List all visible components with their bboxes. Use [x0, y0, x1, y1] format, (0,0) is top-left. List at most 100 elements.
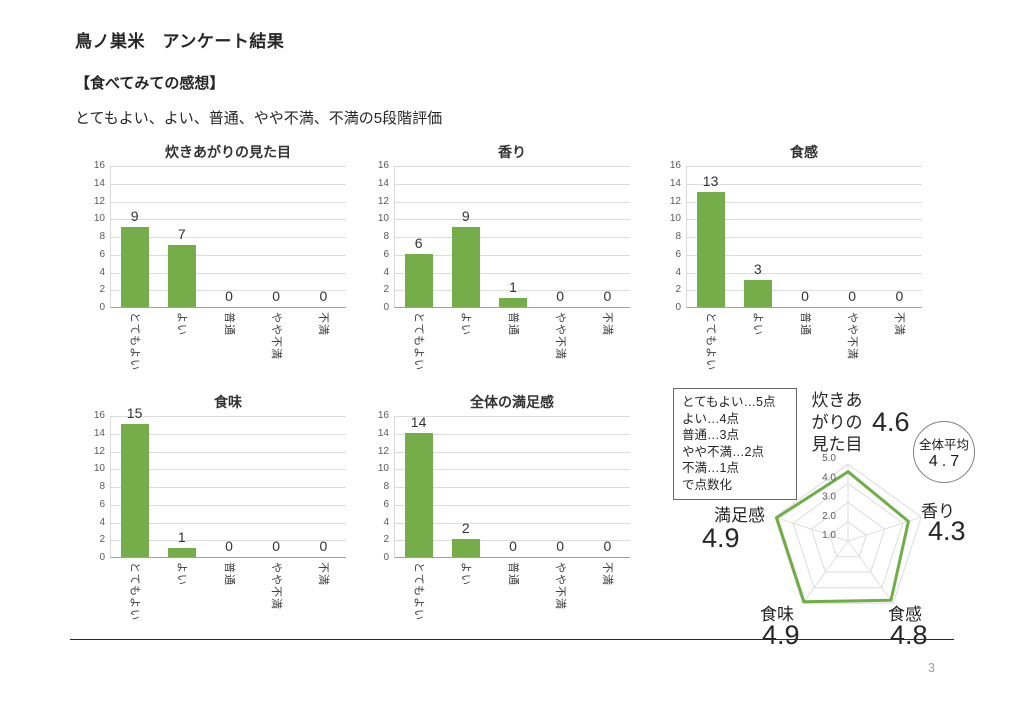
overall-average-badge: 全体平均 4.7 [913, 421, 975, 483]
gridline [111, 451, 346, 453]
x-axis-labels: とてもよい よい 普通 やや不満 不満 [686, 312, 922, 384]
legend-line: よい…4点 [682, 411, 739, 426]
bar-chart-texture: 食感 13 3 0 0 0 とてもよい よい 普通 やや不満 不満 0 2 4 6 8 10 12 14 16 [660, 142, 930, 387]
radar-series [775, 470, 910, 604]
chart-title: 炊きあがりの見た目 [165, 144, 291, 160]
radar-ring [774, 463, 922, 604]
gridline [687, 219, 922, 221]
x-category-label: 不満 [317, 562, 330, 586]
gridline [111, 201, 346, 203]
bottom-divider [70, 639, 954, 640]
y-tick-label: 0 [99, 552, 105, 563]
x-axis-labels: とてもよい よい 普通 やや不満 不満 [110, 562, 346, 634]
y-tick-label: 6 [675, 248, 681, 260]
bar-value-label: 0 [319, 538, 328, 554]
plot-area: 15 1 0 0 0 [110, 405, 346, 558]
gridline [687, 237, 922, 238]
bar-value-label: 2 [461, 520, 470, 537]
y-tick-label: 14 [377, 177, 389, 189]
bar-value-label: 9 [130, 208, 139, 225]
y-tick-label: 4 [383, 266, 389, 278]
chart-title: 食味 [214, 394, 242, 410]
page-number: 3 [928, 661, 935, 675]
gridline [111, 254, 346, 256]
y-tick-label: 6 [383, 248, 389, 260]
radar-chart: 5.0 4.0 3.0 2.0 1.0 [753, 444, 943, 644]
gridline [111, 504, 346, 506]
gridline [395, 272, 630, 274]
bar [167, 244, 196, 307]
gridline [395, 416, 630, 417]
gridline [395, 201, 630, 203]
x-category-label: やや不満 [269, 562, 282, 610]
bar [120, 423, 149, 557]
bar [451, 539, 480, 557]
radar-scale-label: 2.0 [822, 511, 836, 522]
x-category-label: 不満 [317, 312, 330, 336]
scoring-legend: とてもよい…5点 よい…4点 普通…3点 やや不満…2点 不満…1点 で点数化 [673, 388, 797, 500]
radar-scale-label: 4.0 [822, 472, 836, 483]
x-category-label: よい [459, 312, 472, 336]
gridline [111, 272, 346, 274]
gridline [395, 469, 630, 471]
gridline [687, 290, 922, 292]
bar-value-label: 0 [272, 288, 281, 304]
bar-value-label: 0 [225, 288, 233, 304]
bar-chart-taste: 食味 15 1 0 0 0 とてもよい よい 普通 やや不満 不満 0 2 4 6 8 10 12 14 16 [84, 392, 354, 637]
gridline [687, 201, 922, 203]
bar-value-label: 0 [603, 538, 612, 554]
y-tick-label: 2 [675, 284, 681, 296]
bar-value-label: 0 [272, 538, 281, 554]
gridline [111, 290, 346, 292]
chart-title: 食感 [790, 144, 818, 160]
legend-line: やや不満…2点 [682, 444, 764, 459]
gridline [395, 451, 630, 453]
chart-title: 全体の満足感 [470, 394, 554, 410]
y-tick-label: 8 [383, 231, 389, 242]
gridline [395, 237, 630, 238]
radar-value-taste: 4.9 [762, 620, 800, 650]
x-category-label: やや不満 [845, 312, 858, 360]
bar-value-label: 0 [801, 288, 809, 304]
y-tick-label: 16 [93, 160, 105, 171]
x-category-label: やや不満 [269, 312, 282, 360]
y-tick-label: 4 [675, 266, 681, 278]
gridline [395, 219, 630, 221]
bar [404, 432, 433, 557]
radar-value-satisfaction: 4.9 [702, 523, 740, 553]
y-tick-label: 4 [99, 266, 105, 278]
y-tick-label: 12 [93, 445, 105, 457]
bar [404, 253, 433, 307]
y-tick-label: 14 [93, 427, 105, 439]
bar-value-label: 9 [461, 208, 470, 225]
gridline [395, 540, 630, 542]
bar-value-label: 13 [702, 172, 719, 189]
bar-value-label: 0 [603, 288, 612, 304]
bar-value-label: 0 [509, 538, 517, 554]
bar-value-label: 0 [225, 538, 233, 554]
gridline [687, 166, 922, 167]
gridline [111, 237, 346, 238]
x-category-label: 不満 [893, 312, 906, 336]
y-tick-label: 8 [383, 481, 389, 492]
y-tick-label: 16 [377, 160, 389, 171]
y-tick-label: 14 [93, 177, 105, 189]
x-category-label: とてもよい [704, 312, 717, 372]
gridline [111, 183, 346, 185]
y-tick-label: 6 [383, 498, 389, 510]
bar-chart-satisfaction: 全体の満足感 14 2 0 0 0 とてもよい よい 普通 やや不満 不満 0 2 4 6 8 10 12 1… [368, 392, 638, 637]
gridline [395, 487, 630, 488]
bar [743, 280, 772, 307]
y-tick-label: 0 [383, 302, 389, 313]
gridline [395, 183, 630, 185]
radar-ring [829, 521, 867, 558]
x-category-label: 不満 [601, 562, 614, 586]
y-tick-label: 12 [377, 195, 389, 207]
plot-area: 9 7 0 0 0 [110, 166, 346, 308]
bar [167, 548, 196, 557]
gridline [111, 522, 346, 524]
bar-value-label: 14 [410, 413, 427, 430]
legend-line: とてもよい…5点 [682, 395, 776, 409]
